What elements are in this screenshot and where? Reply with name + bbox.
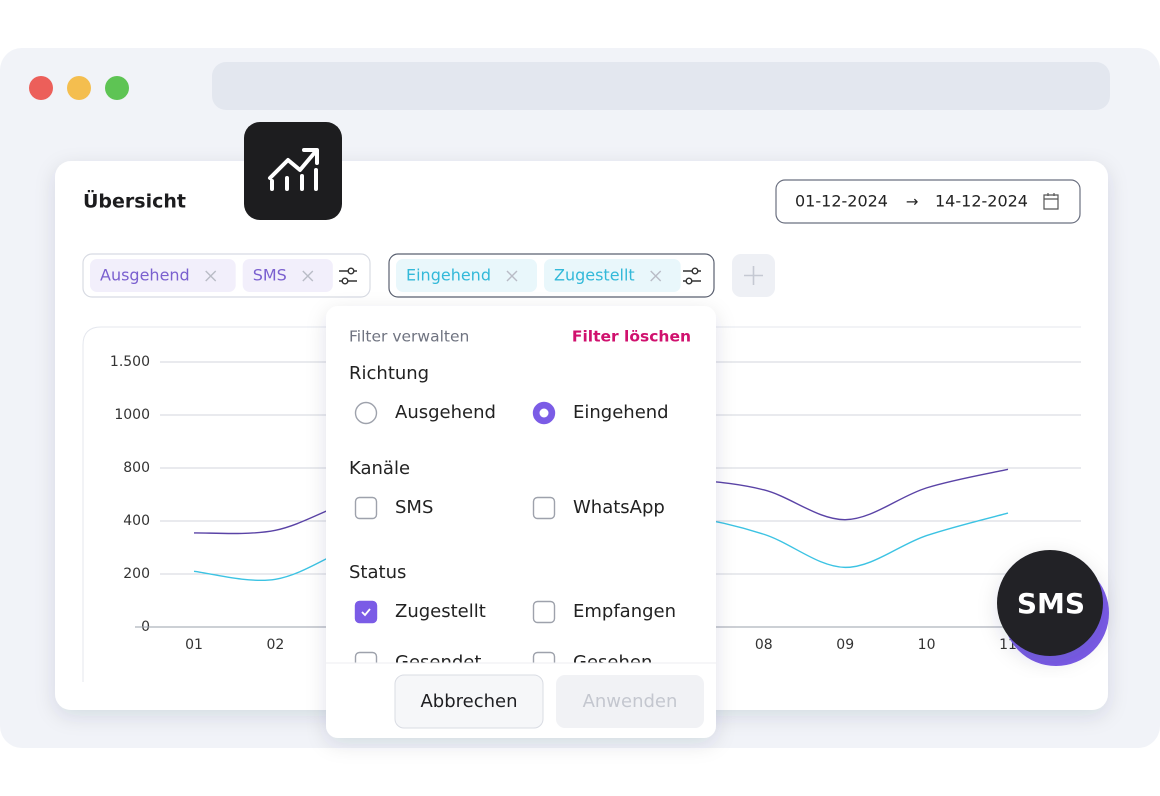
filter-option: Empfangen — [532, 600, 676, 624]
slider-knob — [341, 277, 349, 285]
badge-label: SMS — [1017, 587, 1085, 620]
checkbox[interactable] — [532, 496, 556, 520]
chip-remove[interactable] — [650, 270, 662, 282]
filter-option: Gesehen — [532, 651, 652, 674]
chart-frame — [82, 326, 1081, 682]
app-icon — [244, 122, 342, 220]
chip-bg — [242, 259, 333, 292]
chip-label: Zugestellt — [554, 266, 635, 285]
radio[interactable] — [354, 401, 378, 425]
filter-chip: Eingehend — [396, 259, 537, 292]
option-label: Eingehend — [573, 402, 669, 423]
card-title: Übersicht — [83, 189, 186, 213]
x-tick-label: 08 — [755, 637, 773, 653]
filter-chip: Ausgehend — [90, 259, 236, 292]
date-separator: → — [906, 193, 919, 211]
panel-title: Filter verwalten — [349, 328, 469, 346]
option-label: Zugestellt — [395, 601, 486, 622]
y-tick-label: 200 — [123, 566, 150, 582]
y-tick-label: 400 — [123, 513, 150, 529]
chip-remove[interactable] — [506, 270, 518, 282]
chip-label: Eingehend — [406, 266, 491, 285]
filter-option: Ausgehend — [354, 401, 496, 425]
clear-filters[interactable]: Filter löschen — [572, 328, 691, 346]
chip-label: SMS — [253, 266, 287, 285]
radio-dot — [539, 408, 549, 418]
section-title: Status — [349, 562, 406, 583]
filter-option: WhatsApp — [532, 496, 665, 520]
y-tick-label: 800 — [123, 460, 150, 476]
filter-chip: Zugestellt — [543, 259, 681, 292]
panel-body: Richtung Ausgehend Eingehend Kanäle SMS Whats… — [349, 363, 676, 674]
window-button — [105, 76, 129, 100]
panel-bg — [326, 306, 716, 738]
chip-remove[interactable] — [302, 270, 314, 282]
checkbox[interactable] — [354, 600, 378, 624]
filter-option: Zugestellt — [354, 600, 486, 624]
x-tick-label: 02 — [266, 637, 284, 653]
section-title: Kanäle — [349, 458, 410, 479]
option-label: SMS — [395, 497, 433, 518]
check-mark — [361, 608, 371, 617]
badge-circle — [997, 550, 1103, 656]
y-tick-label: 1.500 — [110, 354, 150, 370]
filter-option: Gesendet — [354, 651, 481, 674]
slider-knob — [691, 267, 699, 275]
option-label: Gesendet — [395, 652, 481, 673]
filter-group: Ausgehend SMS — [82, 253, 371, 298]
date-range: 01-12-2024 → 14-12-2024 — [775, 179, 1081, 224]
filter-group: Eingehend Zugestellt — [388, 253, 715, 298]
window-button — [29, 76, 53, 100]
filter-option: Eingehend — [532, 401, 669, 425]
filter-chip: SMS — [242, 259, 333, 292]
chip-bg — [396, 259, 537, 292]
y-tick-label: 1000 — [114, 407, 150, 423]
filter-panel: Filter verwalten Filter löschen Richtung Au… — [326, 306, 716, 738]
slider-knob — [347, 267, 355, 275]
chip-remove[interactable] — [205, 270, 217, 282]
cancel-button[interactable] — [394, 674, 544, 729]
apply-button[interactable] — [556, 675, 704, 728]
address-bar — [212, 62, 1110, 110]
section-title: Richtung — [349, 363, 429, 384]
option-label: Ausgehend — [395, 402, 496, 423]
x-tick-label: 10 — [918, 637, 936, 653]
add-icon — [744, 266, 763, 285]
date-picker[interactable] — [775, 179, 1081, 224]
checkbox[interactable] — [532, 600, 556, 624]
checkbox[interactable] — [532, 651, 556, 674]
chip-bg — [543, 259, 681, 292]
option-label: WhatsApp — [573, 497, 665, 518]
option-label: Gesehen — [573, 652, 652, 673]
date-end: 14-12-2024 — [935, 192, 1028, 211]
chip-bg — [90, 259, 236, 292]
apply-label: Anwenden — [583, 691, 678, 712]
window-button — [67, 76, 91, 100]
x-tick-label: 01 — [185, 637, 203, 653]
x-tick-label: 09 — [836, 637, 854, 653]
calendar-icon — [1043, 193, 1059, 210]
icon-bg — [244, 122, 342, 220]
chip-label: Ausgehend — [100, 266, 190, 285]
icon-glyph — [268, 148, 319, 191]
checkbox[interactable] — [354, 651, 378, 674]
filter-option: SMS — [354, 496, 433, 520]
checkbox[interactable] — [354, 496, 378, 520]
slider-knob — [685, 277, 693, 285]
sms-badge: SMS — [997, 550, 1109, 666]
option-label: Empfangen — [573, 601, 676, 622]
date-start: 01-12-2024 — [795, 192, 888, 211]
cancel-label: Abbrechen — [420, 691, 517, 712]
